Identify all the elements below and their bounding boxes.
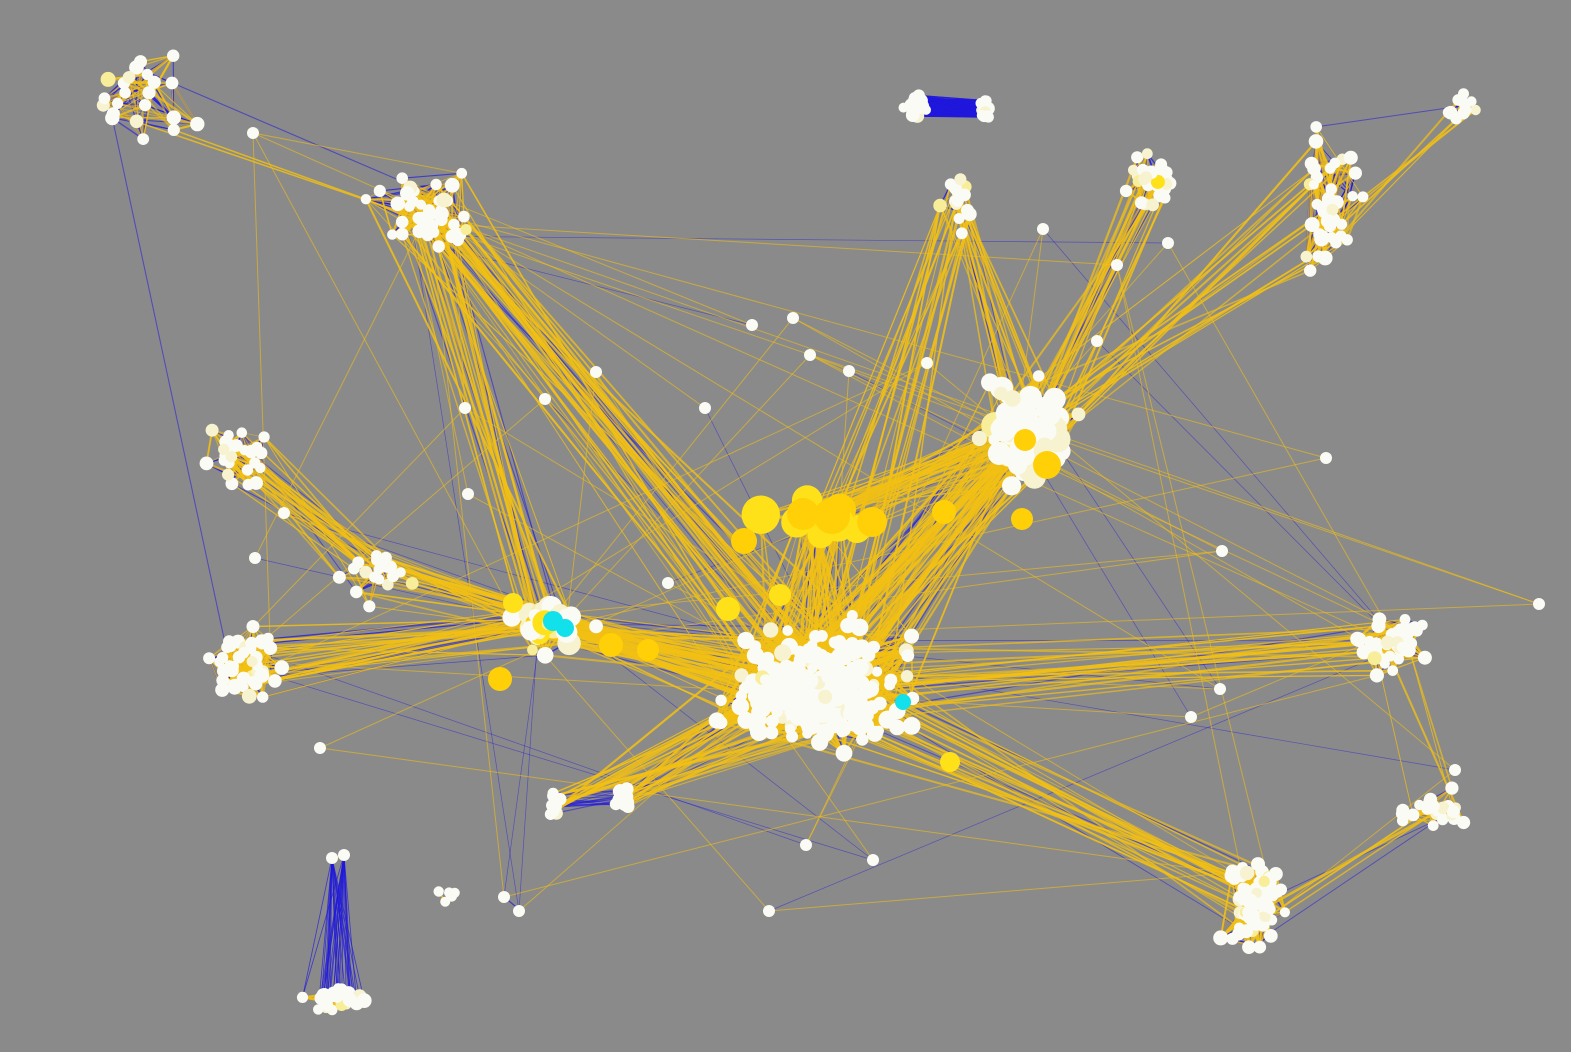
graph-edge [331,857,365,1001]
graph-edge [461,173,465,217]
graph-edge [317,857,333,1010]
graph-edge [332,854,345,994]
graph-edge [336,854,345,997]
graph-edge [331,857,343,1005]
graph-edge [343,854,358,1004]
graph-edge [341,854,345,1005]
graph-edge [171,82,199,125]
graph-edge [378,190,394,235]
graph-edge [918,94,988,117]
graph-edge [1316,104,1466,128]
graph-edge [113,92,150,115]
graph-edge [245,647,807,846]
graph-edge [136,66,448,202]
graph-edge [331,857,353,1002]
graph-edge [258,671,874,861]
graph-edge [402,172,462,179]
graph-edge [1248,807,1457,948]
graph-edge [518,635,538,912]
graph-edge [324,857,333,995]
graph-edge [918,94,981,104]
graph-edge [302,854,345,998]
graph-edge [317,854,345,1010]
graph-edge [128,76,175,131]
graph-edge [768,647,1400,912]
graph-edge [302,857,333,998]
graph-edge [117,81,155,104]
graph-edge [331,857,338,997]
graph-edge [331,857,347,1005]
graph-edge [1046,427,1221,690]
graph-edge [452,236,1169,244]
graph-edge [128,76,198,126]
graph-edge [111,117,236,688]
